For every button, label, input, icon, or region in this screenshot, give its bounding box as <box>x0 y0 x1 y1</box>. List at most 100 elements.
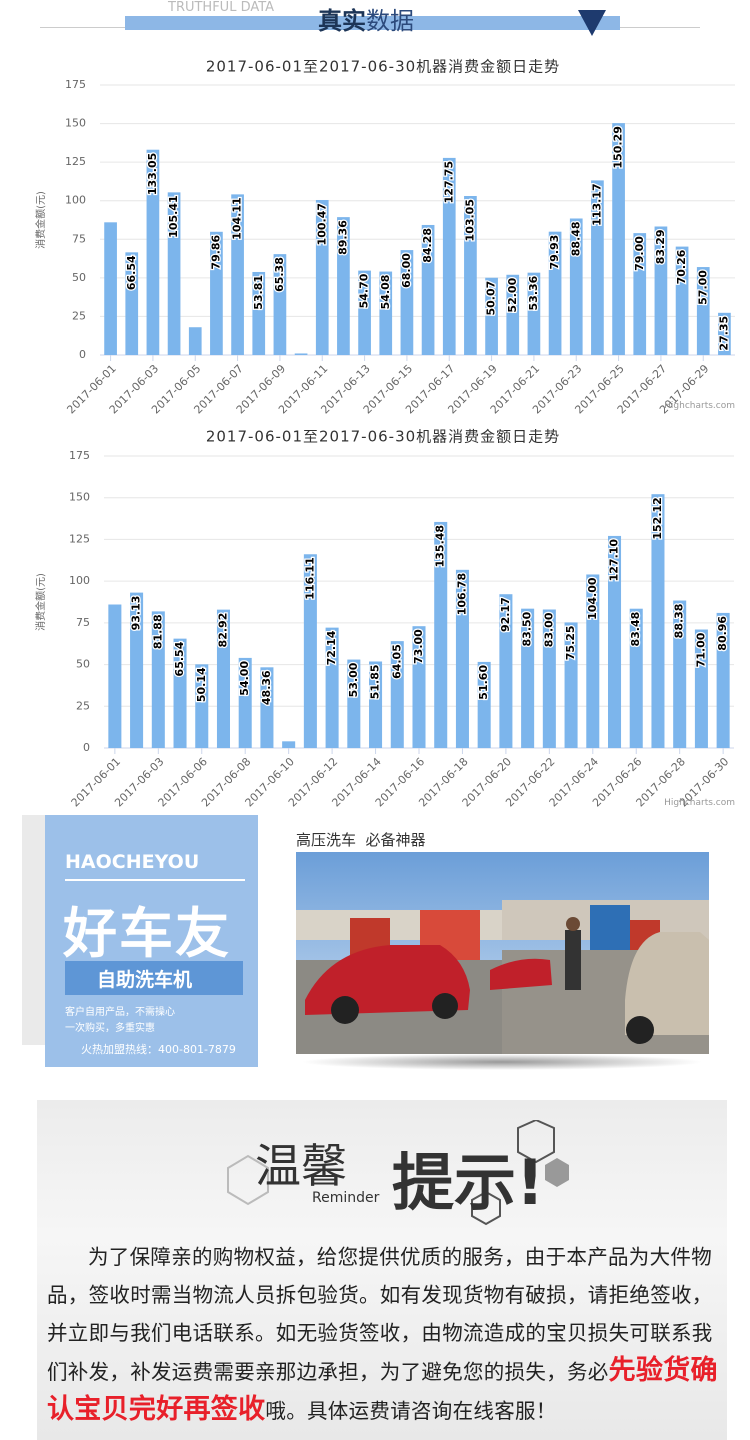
data-label: 65.38 <box>273 257 286 292</box>
bar <box>654 226 668 355</box>
data-label: 100.47 <box>315 203 328 245</box>
data-label: 65.54 <box>173 641 186 676</box>
brand-rule <box>65 879 245 881</box>
header-bar <box>125 16 620 30</box>
bar <box>130 592 144 748</box>
bar <box>477 661 491 748</box>
y-tick-label: 25 <box>72 309 86 322</box>
data-label: 75.25 <box>564 625 577 660</box>
bar <box>231 194 244 355</box>
credit: Highcharts.com <box>664 798 735 808</box>
bar <box>195 664 209 748</box>
data-label: 50.14 <box>195 667 208 702</box>
y-axis-label: 消费金额(元) <box>34 191 47 249</box>
bar <box>238 657 252 748</box>
y-tick-label: 175 <box>69 449 90 462</box>
bar <box>673 600 687 748</box>
bar <box>694 629 708 748</box>
data-label: 79.00 <box>633 236 646 271</box>
y-tick-label: 100 <box>65 194 86 207</box>
bar <box>173 638 187 748</box>
bar <box>252 271 266 355</box>
bar <box>675 246 689 355</box>
highlight: 先验货确认宝贝完好再签收 <box>47 1355 718 1425</box>
bar <box>358 270 371 355</box>
bar <box>390 641 404 748</box>
reminder-title: 提示! <box>392 1146 545 1219</box>
data-label: 150.29 <box>612 126 625 168</box>
data-label: 83.00 <box>542 612 555 647</box>
data-label: 135.48 <box>434 525 447 567</box>
bar <box>527 272 541 355</box>
bar <box>325 627 339 748</box>
data-label: 54.08 <box>379 275 392 310</box>
data-label: 57.00 <box>696 270 709 305</box>
bar <box>369 661 383 748</box>
data-label: 89.36 <box>336 220 349 255</box>
bar <box>521 608 535 748</box>
data-label: 51.60 <box>477 665 490 700</box>
y-tick-label: 175 <box>65 78 86 91</box>
data-label: 53.36 <box>527 275 540 310</box>
bar <box>260 667 274 748</box>
data-label: 116.11 <box>303 557 316 599</box>
bar <box>108 604 122 748</box>
bar <box>347 659 361 748</box>
data-label: 92.17 <box>499 597 512 632</box>
data-label: 68.00 <box>400 253 413 288</box>
bar <box>485 277 498 355</box>
product-box <box>65 961 243 995</box>
data-label: 103.05 <box>463 199 476 241</box>
bar <box>548 231 562 355</box>
y-tick-label: 0 <box>79 348 86 361</box>
title-strong: 真实 <box>318 7 366 35</box>
data-label: 54.70 <box>358 273 371 308</box>
y-tick-label: 50 <box>72 271 86 284</box>
bar <box>294 353 308 355</box>
reminder-background <box>37 1100 727 1440</box>
y-tick-label: 125 <box>65 155 86 168</box>
bar <box>216 609 230 748</box>
bar <box>696 267 710 355</box>
data-label: 81.88 <box>151 614 164 649</box>
reminder-text: 为了保障亲的购物权益，给您提供优质的服务，由于本产品为大件物品，签收时需当物流人… <box>47 1238 729 1430</box>
data-label: 82.92 <box>216 613 229 648</box>
bar <box>421 224 435 355</box>
data-label: 83.29 <box>654 229 667 264</box>
data-label: 113.17 <box>590 183 603 225</box>
hexagons <box>227 1120 569 1226</box>
data-label: 106.78 <box>455 573 468 615</box>
bar <box>651 494 665 748</box>
bar <box>146 149 160 355</box>
bar <box>455 569 469 748</box>
header-triangle <box>578 10 606 36</box>
slogan: 一次购买，多重实惠 <box>65 1023 155 1034</box>
data-label: 53.00 <box>347 662 360 697</box>
bar <box>434 521 448 748</box>
y-tick-label: 75 <box>76 616 90 629</box>
bar <box>464 196 477 355</box>
bar <box>104 222 117 355</box>
bar <box>586 574 600 748</box>
bar <box>716 612 730 748</box>
bar <box>151 611 165 748</box>
bar <box>210 231 223 355</box>
chart-title: 2017-06-01至2017-06-30机器消费金额日走势 <box>206 58 560 76</box>
bar <box>273 254 287 355</box>
bar <box>499 594 513 748</box>
text: 为了保障亲的购物权益，给您提供优质的服务，由于本产品为大件物品，签收时需当物流人… <box>47 1245 713 1384</box>
bar <box>379 271 393 355</box>
data-label: 88.48 <box>569 221 582 256</box>
bar <box>591 180 604 355</box>
data-label: 83.50 <box>521 611 534 646</box>
y-axis-label: 消费金额(元) <box>34 573 47 631</box>
data-label: 52.00 <box>506 277 519 312</box>
y-tick-label: 0 <box>83 741 90 754</box>
hotline: 火热加盟热线：400-801-7879 <box>81 1043 236 1056</box>
bar <box>442 157 456 355</box>
y-tick-label: 100 <box>69 574 90 587</box>
data-label: 73.00 <box>412 629 425 664</box>
data-label: 70.26 <box>675 249 688 284</box>
